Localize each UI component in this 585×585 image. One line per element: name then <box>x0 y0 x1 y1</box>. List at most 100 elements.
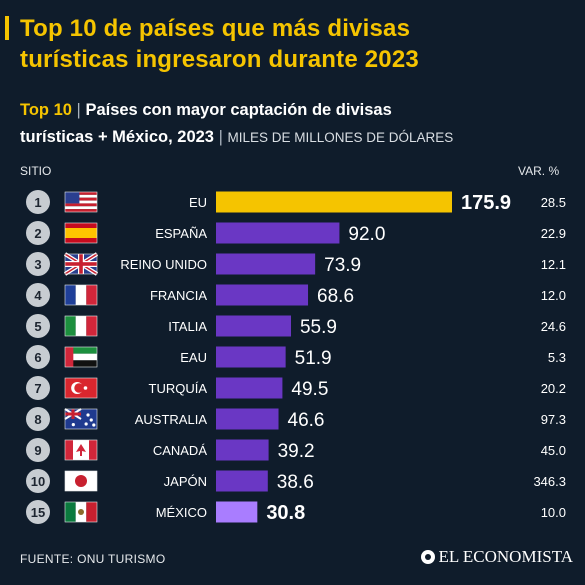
brand-logo: EL ECONOMISTA <box>420 547 573 567</box>
title-line-1: Top 10 de países que más divisas <box>20 15 411 42</box>
turkey-flag-icon <box>64 377 98 399</box>
bar <box>216 377 283 399</box>
change-label: 28.5 <box>541 195 566 210</box>
bar <box>216 315 291 337</box>
rank-badge <box>26 190 50 214</box>
australia-flag-icon <box>64 408 98 430</box>
country-label: ESPAÑA <box>155 226 207 241</box>
chart-row: 6 EAU 51.9 5.3 <box>26 345 566 369</box>
value-label: 92.0 <box>348 224 385 245</box>
column-header-rank: SITIO <box>20 164 52 178</box>
subtitle-line-2: turísticas + México, 2023 <box>20 128 214 146</box>
change-label: 45.0 <box>541 443 566 458</box>
country-label: FRANCIA <box>150 288 207 303</box>
rank-label: 1 <box>34 195 41 210</box>
subtitle-line-1: Países con mayor captación de divisas <box>85 101 392 119</box>
change-label: 346.3 <box>533 474 566 489</box>
spain-flag-icon <box>64 222 98 244</box>
chart-title: Top 10 de países que más divisas turísti… <box>20 13 580 75</box>
rank-badge <box>26 407 50 431</box>
value-label: 38.6 <box>277 472 314 493</box>
rank-badge <box>26 283 50 307</box>
bar <box>216 501 258 523</box>
uk-flag-icon <box>63 252 99 276</box>
change-label: 24.6 <box>541 319 566 334</box>
us-flag-icon <box>64 191 98 213</box>
value-label: 55.9 <box>300 317 337 338</box>
change-label: 20.2 <box>541 381 566 396</box>
uae-flag-icon <box>64 346 98 368</box>
rank-badge <box>26 221 50 245</box>
bar <box>216 284 309 306</box>
bar <box>216 222 340 244</box>
change-label: 22.9 <box>541 226 566 241</box>
chart-row: 9 CANADÁ 39.2 45.0 <box>26 438 566 462</box>
rank-label: 2 <box>34 226 41 241</box>
brand-mark-icon <box>420 550 435 564</box>
chart-row: 2 ESPAÑA 92.0 22.9 <box>26 221 566 245</box>
change-label: 97.3 <box>541 412 566 427</box>
brand-name: EL ECONOMISTA <box>438 547 573 566</box>
subtitle-separator: | <box>76 101 81 119</box>
value-label: 30.8 <box>266 502 305 524</box>
value-label: 51.9 <box>295 348 332 369</box>
rank-badge <box>26 314 50 338</box>
chart-row: 15 MÉXICO 30.8 10.0 <box>26 500 566 524</box>
country-label: TURQUÍA <box>149 381 208 396</box>
rank-badge <box>26 500 50 524</box>
chart-row: 10 JAPÓN 38.6 346.3 <box>26 469 566 493</box>
chart-subtitle: Top 10 | Países con mayor captación de d… <box>20 97 580 151</box>
country-label: MÉXICO <box>156 505 207 520</box>
rank-label: 9 <box>34 443 41 458</box>
rank-badge <box>26 469 50 493</box>
title-accent-bar <box>5 16 9 40</box>
japan-flag-icon <box>64 470 98 492</box>
canada-flag-icon <box>64 439 98 461</box>
column-header-change: VAR. % <box>518 164 560 178</box>
bar <box>216 191 452 213</box>
value-label: 46.6 <box>288 410 325 431</box>
value-label: 39.2 <box>278 441 315 462</box>
chart-row: 1 EU 175.9 28.5 <box>26 190 566 214</box>
rank-label: 7 <box>34 381 41 396</box>
rank-badge <box>26 345 50 369</box>
rank-label: 6 <box>34 350 41 365</box>
subtitle-units: MILES DE MILLONES DE DÓLARES <box>227 130 454 145</box>
subtitle-lead: Top 10 <box>20 101 72 119</box>
bar <box>216 439 269 461</box>
italy-flag-icon <box>64 315 98 337</box>
bar <box>216 470 268 492</box>
mexico-flag-icon <box>64 501 98 523</box>
change-label: 5.3 <box>548 350 566 365</box>
change-label: 12.0 <box>541 288 566 303</box>
france-flag-icon <box>64 284 98 306</box>
title-line-2: turísticas ingresaron durante 2023 <box>20 46 419 73</box>
country-label: REINO UNIDO <box>120 257 207 272</box>
rank-label: 15 <box>31 505 45 520</box>
bar-chart: 1 EU 175.9 28.5 2 ESPAÑA 92.0 22.9 3 REINO UNIDO 7… <box>26 190 566 524</box>
value-label: 49.5 <box>291 379 328 400</box>
chart-row: 7 TURQUÍA 49.5 20.2 <box>26 376 566 400</box>
chart-row: 8 AUSTRALIA 46.6 97.3 <box>26 407 566 431</box>
rank-label: 10 <box>31 474 45 489</box>
bar <box>216 346 286 368</box>
bar <box>216 253 316 275</box>
rank-label: 8 <box>34 412 41 427</box>
rank-label: 3 <box>34 257 41 272</box>
country-label: ITALIA <box>168 319 207 334</box>
country-label: EU <box>189 195 207 210</box>
subtitle-separator-2: | <box>218 128 223 146</box>
country-label: EAU <box>180 350 207 365</box>
change-label: 10.0 <box>541 505 566 520</box>
source-note: FUENTE: ONU TURISMO <box>20 552 166 566</box>
rank-badge <box>26 376 50 400</box>
rank-label: 4 <box>34 288 42 303</box>
value-label: 175.9 <box>461 192 511 214</box>
chart-row: 5 ITALIA 55.9 24.6 <box>26 314 566 338</box>
bar <box>216 408 279 430</box>
chart-row: 3 REINO UNIDO 73.9 12.1 <box>26 252 566 276</box>
rank-label: 5 <box>34 319 41 334</box>
country-label: JAPÓN <box>164 474 207 489</box>
rank-badge <box>26 438 50 462</box>
country-label: AUSTRALIA <box>135 412 208 427</box>
